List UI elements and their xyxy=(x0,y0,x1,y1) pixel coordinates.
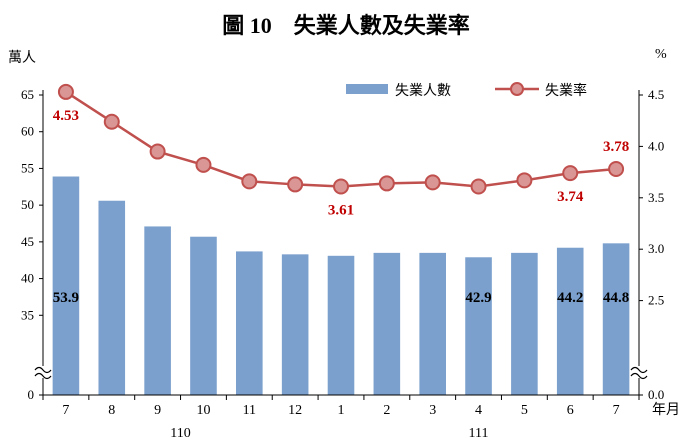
legend: 失業人數 失業率 xyxy=(346,82,587,99)
x-tick-label: 5 xyxy=(521,403,528,418)
right-axis-break-mask xyxy=(631,366,647,378)
x-tick-label: 3 xyxy=(429,403,436,418)
right-axis-break-wave-top xyxy=(630,366,648,374)
rate-value-label: 3.78 xyxy=(603,139,629,155)
unemployed-bar xyxy=(144,226,171,395)
left-tick-label: 40 xyxy=(21,271,34,286)
left-tick-label: 55 xyxy=(21,160,34,175)
legend-line-label: 失業率 xyxy=(545,82,587,99)
unemployed-bar xyxy=(52,176,80,395)
right-axis-unit: % xyxy=(655,47,667,62)
x-tick-label: 1 xyxy=(338,403,345,418)
rate-point xyxy=(195,156,212,173)
legend-bar-swatch xyxy=(346,84,388,94)
rate-point xyxy=(470,178,487,195)
unemployed-bar xyxy=(465,257,492,395)
rate-point xyxy=(103,113,120,130)
unemployed-bar xyxy=(236,251,263,395)
rate-point xyxy=(241,173,258,190)
data-labels: 53.9 42.9 44.2 44.8 4.53 3.61 3.74 3.78 xyxy=(53,108,629,306)
left-axis-break-wave-bottom xyxy=(34,372,52,380)
rate-value-label: 3.61 xyxy=(328,202,354,218)
left-axis-unit: 萬人 xyxy=(8,50,36,66)
right-tick-label: 4.5 xyxy=(648,87,664,102)
unemployed-bar xyxy=(281,254,309,395)
right-tick-label: 4.0 xyxy=(648,138,664,153)
left-axis-break-wave-top xyxy=(34,366,52,374)
x-tick-label: 12 xyxy=(288,403,302,418)
rate-point xyxy=(378,175,395,192)
unemployed-bar xyxy=(556,247,584,395)
bar-value-label: 44.2 xyxy=(557,290,583,306)
unemployed-bar xyxy=(602,243,630,395)
line-series xyxy=(57,83,625,195)
unemployed-bar xyxy=(327,255,355,395)
x-tick-label: 8 xyxy=(108,403,115,418)
x-tick-label: 11 xyxy=(243,403,256,418)
unemployed-bar xyxy=(98,200,126,395)
rate-value-label: 4.53 xyxy=(53,108,79,124)
rate-point xyxy=(287,176,304,193)
right-axis-break-wave-bottom xyxy=(630,372,648,380)
right-tick-label: 2.5 xyxy=(648,293,664,308)
right-tick-label: 3.5 xyxy=(648,190,664,205)
unemployment-rate-line xyxy=(65,90,617,188)
unemployed-bar xyxy=(190,236,217,395)
bar-value-label: 44.8 xyxy=(603,290,629,306)
left-tick-label: 65 xyxy=(21,87,34,102)
rate-point xyxy=(333,178,349,195)
right-tick-label: 0.0 xyxy=(648,387,664,402)
chart-title: 圖 10 失業人數及失業率 xyxy=(222,13,470,38)
unemployed-bar xyxy=(511,252,538,395)
rate-point xyxy=(424,174,441,191)
left-tick-label: 45 xyxy=(21,234,34,249)
rate-point xyxy=(608,161,625,178)
rate-point xyxy=(149,143,166,160)
x-tick-label: 6 xyxy=(567,403,574,418)
left-tick-label: 0 xyxy=(28,387,35,402)
rate-point xyxy=(516,172,533,189)
x-tick-label: 7 xyxy=(613,403,620,418)
x-axis-unit: 年月 xyxy=(652,402,680,418)
x-tick-label: 4 xyxy=(475,403,482,418)
rate-point xyxy=(57,83,74,100)
x-tick-label: 2 xyxy=(383,403,390,418)
left-axis-break-mask xyxy=(35,366,51,378)
axes xyxy=(34,90,648,400)
left-tick-label: 50 xyxy=(21,197,34,212)
bar-value-label: 42.9 xyxy=(465,290,491,306)
right-tick-label: 3.0 xyxy=(648,241,664,256)
year-group-label: 111 xyxy=(469,426,489,441)
rate-point xyxy=(562,165,579,182)
unemployed-bar xyxy=(419,252,446,395)
bar-series xyxy=(52,176,630,395)
x-tick-label: 9 xyxy=(154,403,161,418)
x-tick-label: 7 xyxy=(62,403,69,418)
x-tick-label: 10 xyxy=(196,403,210,418)
left-tick-label: 35 xyxy=(21,307,34,322)
bar-value-label: 53.9 xyxy=(53,290,79,306)
rate-value-label: 3.74 xyxy=(557,189,584,205)
left-tick-label: 60 xyxy=(21,124,34,139)
unemployed-bar xyxy=(373,252,401,395)
year-group-label: 110 xyxy=(170,426,190,441)
legend-bar-label: 失業人數 xyxy=(395,83,451,99)
legend-line-marker xyxy=(510,82,524,96)
